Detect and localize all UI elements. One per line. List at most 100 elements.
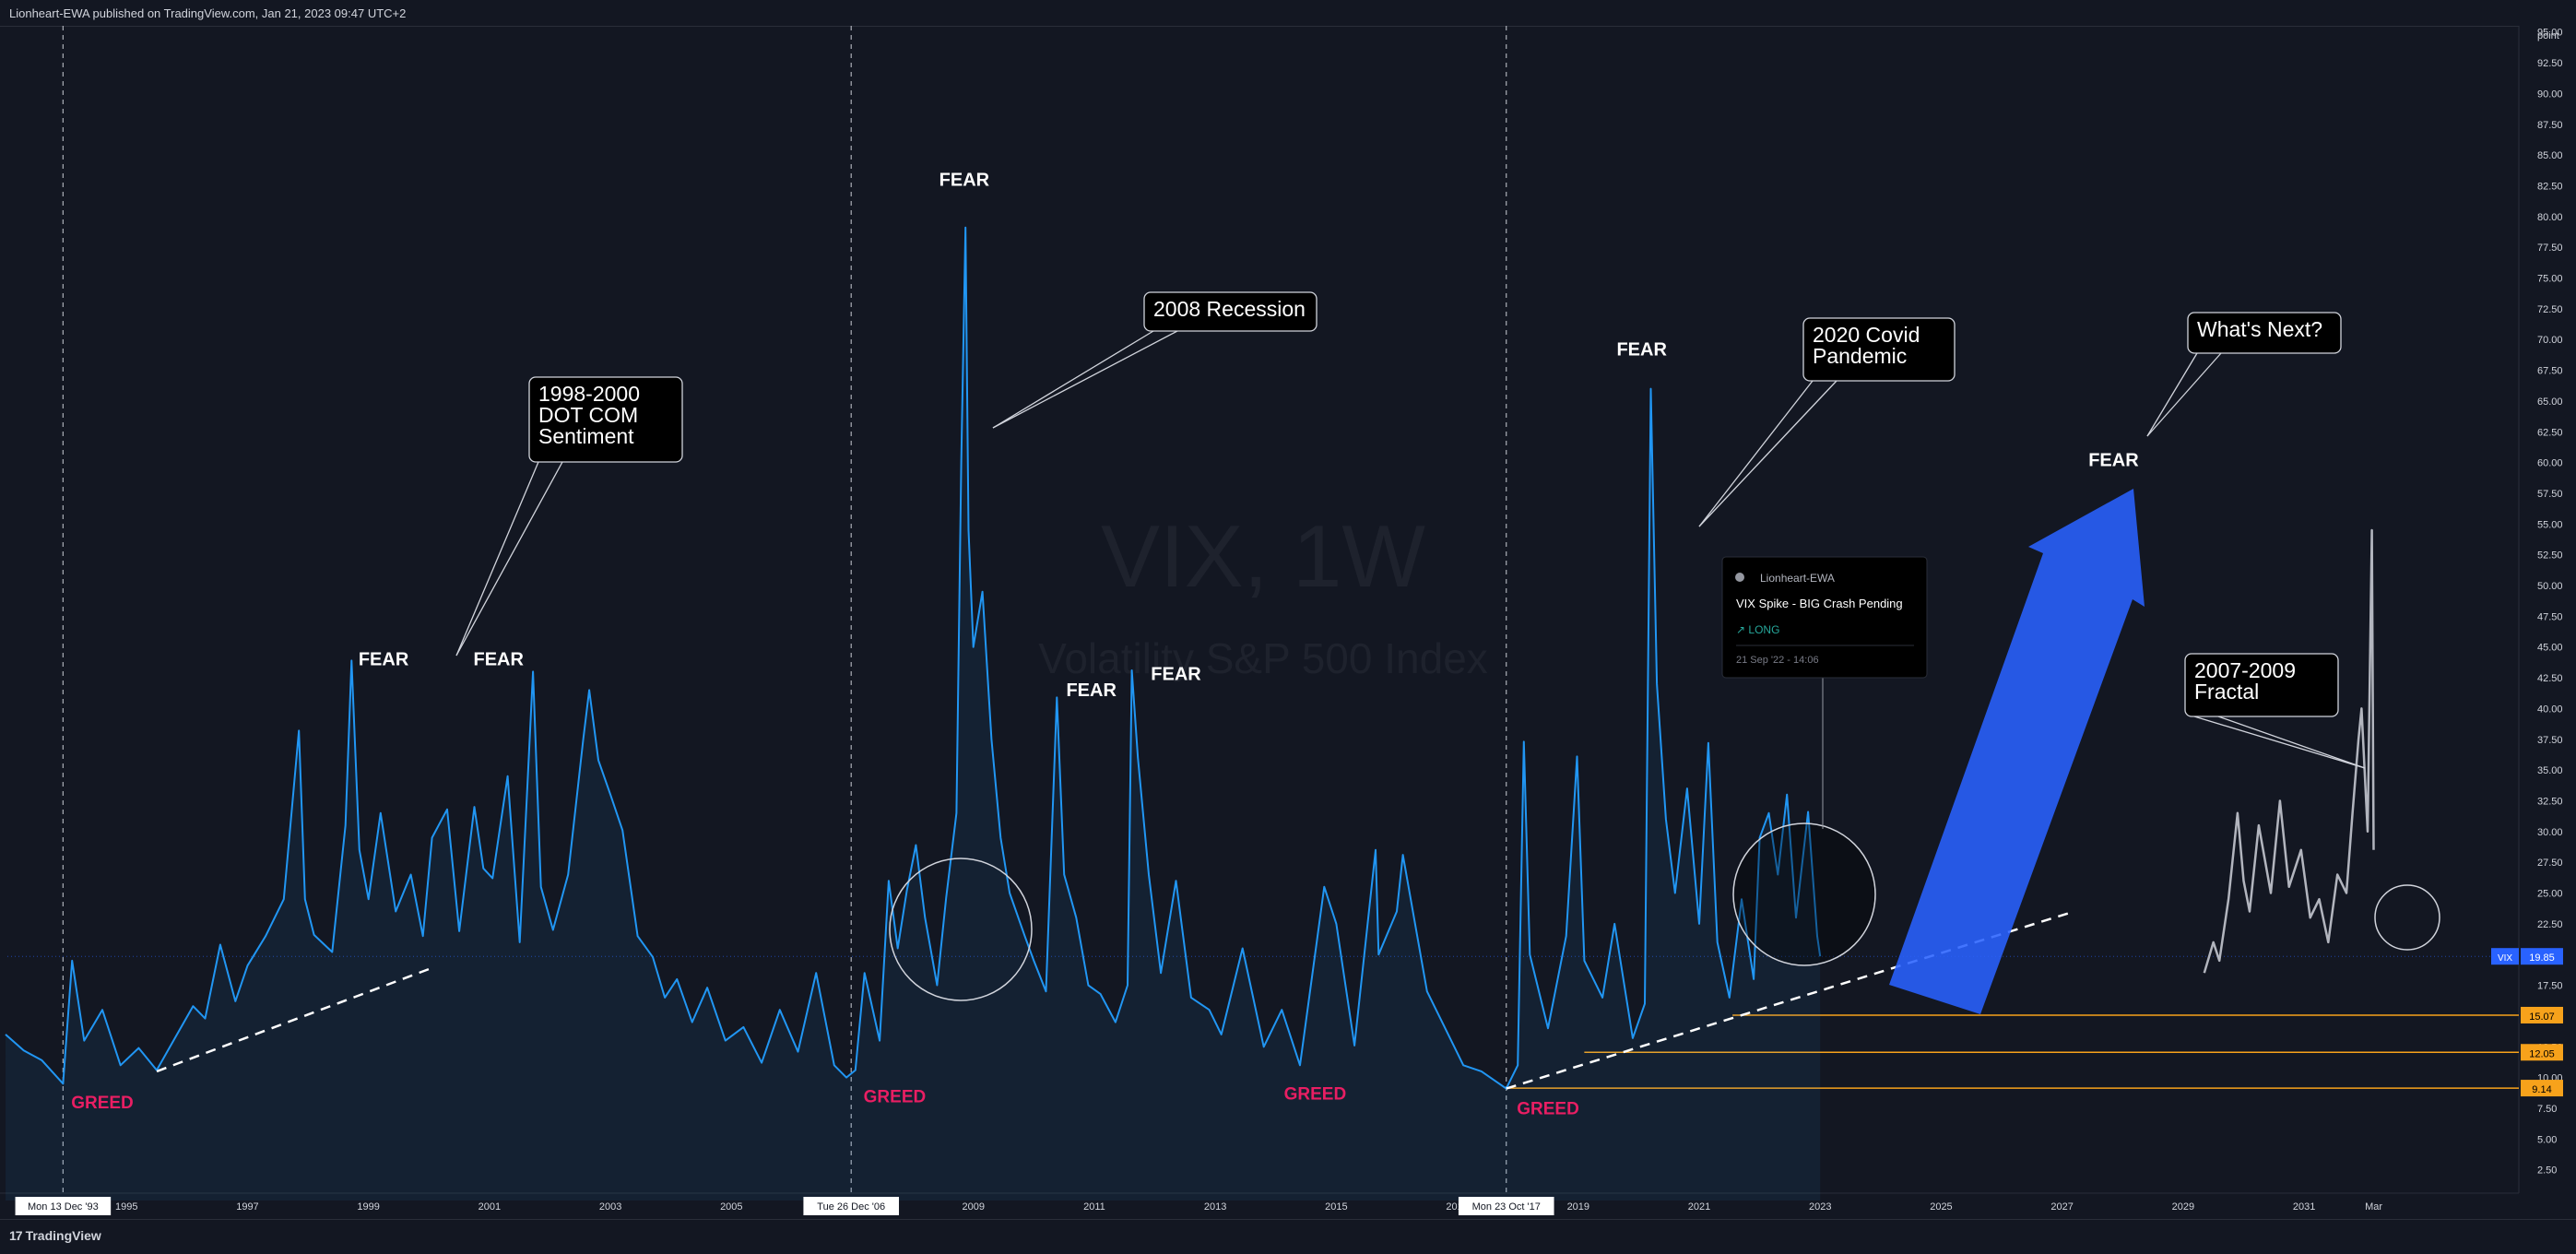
time-marker-badge[interactable] <box>1458 1197 1554 1215</box>
price-tick-label: 45.00 <box>2537 643 2563 654</box>
time-tick-label: 2003 <box>599 1201 621 1213</box>
price-tick-label: 22.50 <box>2537 919 2563 930</box>
watermark-description: Volatility S&P 500 Index <box>1038 634 1488 682</box>
level-badge-label: 15.07 <box>2529 1011 2555 1023</box>
price-tick-label: 5.00 <box>2537 1134 2557 1145</box>
highlight-circle[interactable] <box>889 858 1033 1001</box>
up-arrow-icon[interactable] <box>1889 489 2145 1014</box>
time-marker-badge[interactable] <box>15 1197 112 1215</box>
time-marker-label: Tue 26 Dec '06 <box>817 1201 885 1213</box>
callout-text: 2020 Covid <box>1813 323 1920 347</box>
watermark: VIX, 1W Volatility S&P 500 Index <box>1038 507 1488 682</box>
level-badge[interactable] <box>2521 1006 2563 1023</box>
fear-label: FEAR <box>1616 340 1667 361</box>
greed-label: GREED <box>1284 1085 1347 1105</box>
time-axis[interactable]: Mon 13 Dec '93 1995 1997 1999 2001 2003 2005 Tu… <box>15 1197 2383 1215</box>
idea-date: 21 Sep '22 - 14:06 <box>1736 655 1819 666</box>
tradingview-logo[interactable]: 17 TradingView <box>9 1228 101 1243</box>
time-tick-label: Mar <box>2365 1201 2382 1213</box>
highlight-circle[interactable] <box>2374 884 2440 951</box>
price-tick-label: 25.00 <box>2537 889 2563 900</box>
greed-label: GREED <box>864 1087 927 1106</box>
price-axis[interactable]: point2.505.007.5010.0012.5015.0017.5020.… <box>2491 28 2563 1177</box>
idea-tag: ↗ LONG <box>1736 623 1779 636</box>
dashed-trendline[interactable] <box>156 965 436 1073</box>
footer-bar: 17 TradingView <box>0 1219 2576 1254</box>
price-tick-label: 17.50 <box>2537 981 2563 992</box>
price-tick-label: 92.50 <box>2537 58 2563 69</box>
price-tick-label: 27.50 <box>2537 858 2563 869</box>
price-tick-label: 42.50 <box>2537 673 2563 684</box>
time-tick-label: 2023 <box>1809 1201 1831 1213</box>
callout-text: 2007-2009 <box>2194 658 2296 682</box>
price-tick-label: 87.50 <box>2537 120 2563 131</box>
horizontal-levels[interactable] <box>7 955 2519 1089</box>
tv-logo-icon: 17 <box>9 1228 23 1243</box>
time-tick-label: 2027 <box>2050 1201 2073 1213</box>
annotations: FEAR FEAR FEAR FEAR FEAR FEAR FEAR GREED GREED GR… <box>71 170 2322 1118</box>
callout-text: Sentiment <box>538 424 634 448</box>
callout-text: What's Next? <box>2197 317 2322 341</box>
price-tick-label: 32.50 <box>2537 796 2563 807</box>
price-tick-label: 37.50 <box>2537 735 2563 746</box>
vix-area-fill <box>6 227 1821 1201</box>
price-tick-label: 90.00 <box>2537 89 2563 100</box>
last-value-label: 19.85 <box>2529 952 2555 964</box>
price-tick-label: 40.00 <box>2537 704 2563 715</box>
callout-pointer <box>2146 352 2222 437</box>
publish-info: Lionheart-EWA published on TradingView.c… <box>9 6 407 20</box>
callout-pointer <box>992 330 1178 429</box>
price-tick-label: 75.00 <box>2537 274 2563 285</box>
price-tick-label: 2.50 <box>2537 1165 2557 1177</box>
callout-pointer <box>1698 380 1814 527</box>
callout-box[interactable] <box>2187 312 2342 354</box>
fear-label: FEAR <box>1151 665 1201 685</box>
level-badge[interactable] <box>2521 1080 2563 1097</box>
price-tick-label: 77.50 <box>2537 243 2563 254</box>
price-tick-label: 70.00 <box>2537 335 2563 346</box>
drawings[interactable] <box>455 291 2440 1014</box>
time-tick-label: 2029 <box>2172 1201 2194 1213</box>
time-tick-label: 1999 <box>357 1201 379 1213</box>
callout-box[interactable] <box>1143 291 1318 332</box>
idea-title: VIX Spike - BIG Crash Pending <box>1736 597 1903 610</box>
time-tick-label: 2001 <box>479 1201 501 1213</box>
time-tick-label: 2025 <box>1930 1201 1952 1213</box>
time-tick-label: 2021 <box>1688 1201 1710 1213</box>
time-tick-label: 1997 <box>236 1201 258 1213</box>
callout-box[interactable] <box>528 376 683 463</box>
author-avatar <box>1735 573 1744 582</box>
price-tick-label: 52.50 <box>2537 550 2563 562</box>
publish-header: Lionheart-EWA published on TradingView.c… <box>0 0 2576 27</box>
callout-pointer <box>455 461 539 657</box>
symbol-badge-label: VIX <box>2498 953 2512 964</box>
time-tick-label: 1995 <box>115 1201 137 1213</box>
level-badge[interactable] <box>2521 1044 2563 1061</box>
idea-card[interactable] <box>1721 556 1928 679</box>
callout-text: Fractal <box>2194 680 2259 704</box>
callout-text: 1998-2000 <box>538 382 640 406</box>
vertical-markers <box>62 26 1507 1193</box>
time-tick-label: 2011 <box>1083 1201 1105 1213</box>
fractal-line <box>2203 528 2375 974</box>
callout-text: DOT COM <box>538 403 638 427</box>
time-tick-label: 2009 <box>963 1201 985 1213</box>
price-tick-label: 7.50 <box>2537 1104 2557 1115</box>
time-marker-badge[interactable] <box>803 1197 900 1215</box>
fear-label: FEAR <box>939 170 990 190</box>
callout-box[interactable] <box>1802 317 1956 382</box>
highlight-circle[interactable] <box>1732 822 1876 966</box>
price-tick-label: 62.50 <box>2537 427 2563 438</box>
fear-label: FEAR <box>359 650 409 670</box>
last-value-badge[interactable] <box>2521 948 2563 965</box>
callout-box[interactable] <box>2184 653 2339 717</box>
price-tick-label: 95.00 <box>2537 28 2563 39</box>
callout-pointer <box>1698 380 1837 527</box>
price-tick-label: 65.00 <box>2537 396 2563 408</box>
price-tick-label: 82.50 <box>2537 181 2563 192</box>
price-tick-label: 55.00 <box>2537 519 2563 530</box>
price-tick-label: 50.00 <box>2537 581 2563 592</box>
symbol-badge[interactable] <box>2491 948 2519 965</box>
callout-pointer <box>2146 352 2198 437</box>
